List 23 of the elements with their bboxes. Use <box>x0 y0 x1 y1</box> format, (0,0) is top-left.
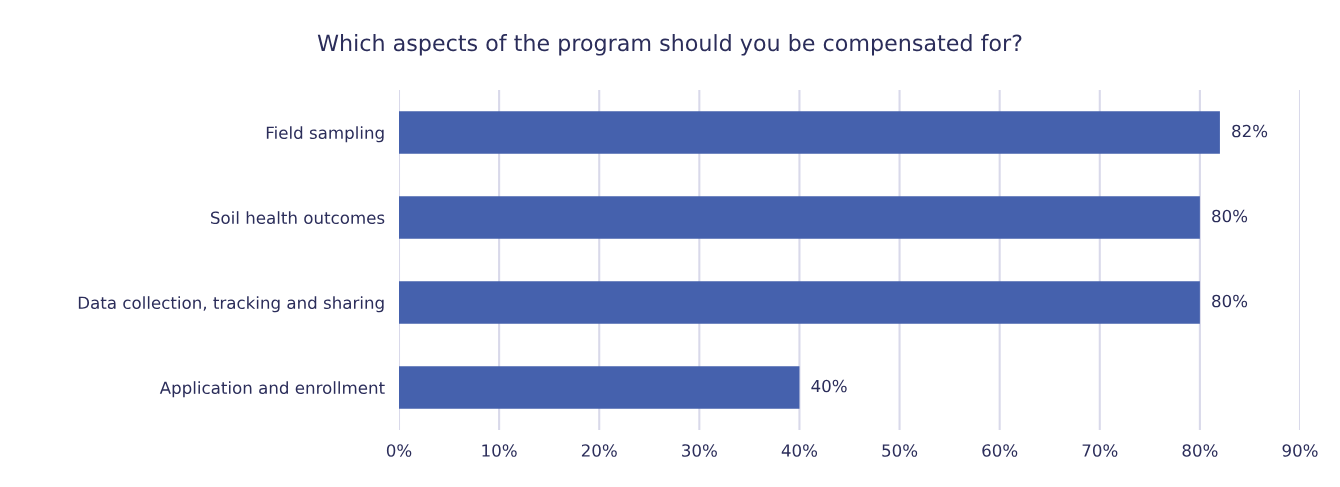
bar <box>399 196 1200 239</box>
bar <box>399 281 1200 324</box>
y-tick-label: Application and enrollment <box>159 381 385 398</box>
data-label: 40% <box>811 379 847 393</box>
x-tick-label: 60% <box>982 444 1018 457</box>
x-tick-label: 10% <box>482 444 517 457</box>
x-tick-label: 80% <box>1182 444 1218 457</box>
y-tick-label: Data collection, tracking and sharing <box>78 296 384 313</box>
data-label: 80% <box>1212 294 1248 308</box>
x-tick-label: 90% <box>1282 444 1318 457</box>
y-tick-label: Soil health outcomes <box>210 211 385 225</box>
x-tick-label: 70% <box>1082 444 1118 457</box>
bar <box>399 366 800 409</box>
x-tick-label: 20% <box>581 444 617 457</box>
x-tick-label: 50% <box>882 444 918 457</box>
y-tick-label: Field sampling <box>266 126 384 143</box>
bar <box>399 111 1220 154</box>
x-tick-label: 0% <box>386 444 412 457</box>
data-label: 80% <box>1212 209 1248 223</box>
chart-title: Which aspects of the program should you be compensated for? <box>317 34 1022 56</box>
x-tick-label: 30% <box>682 444 717 457</box>
x-tick-label: 40% <box>781 444 818 457</box>
data-label: 82% <box>1232 124 1268 138</box>
